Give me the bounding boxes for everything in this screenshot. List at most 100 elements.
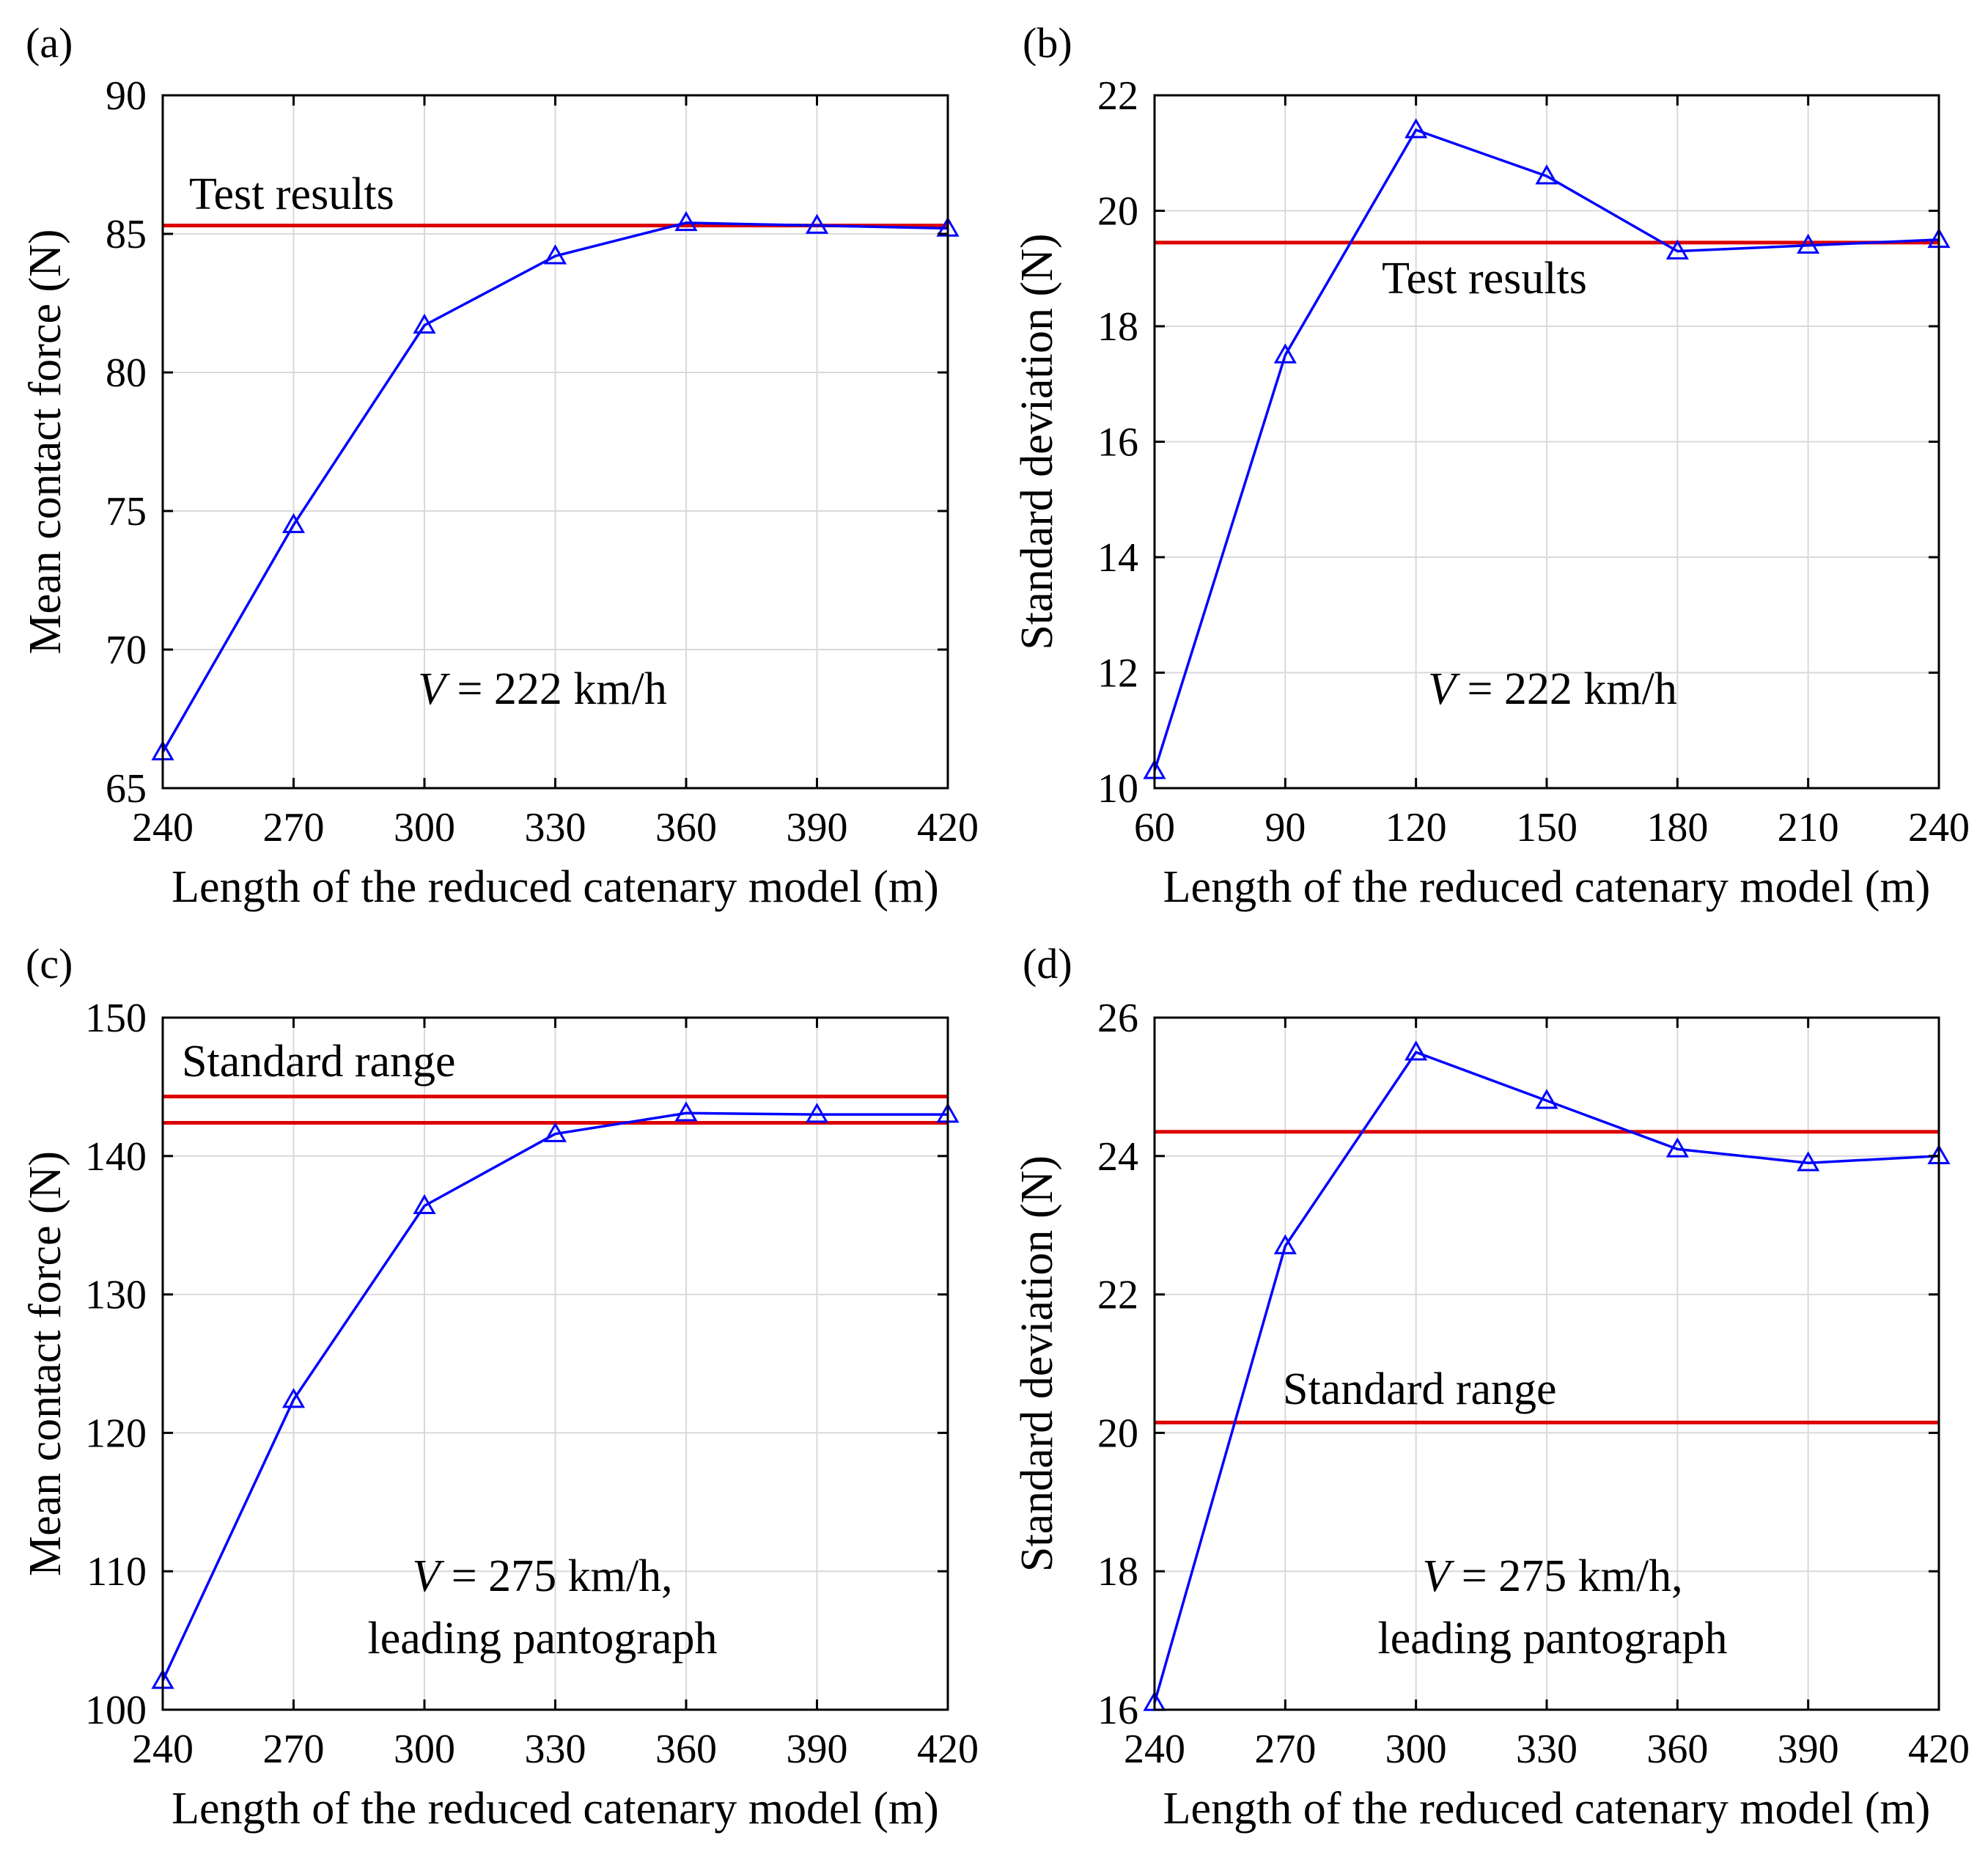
y-tick-label: 12 — [1097, 651, 1138, 696]
x-tick-label: 180 — [1646, 805, 1708, 850]
axes-frame — [161, 1016, 949, 1711]
x-tick-label: 90 — [1264, 805, 1306, 850]
x-tick-label: 120 — [1385, 805, 1447, 850]
data-point — [1665, 1137, 1689, 1158]
y-axis-label: Standard deviation (N) — [1012, 233, 1062, 650]
panel-label: (a) — [26, 19, 73, 67]
annotation: V = 222 km/h — [1428, 664, 1677, 714]
y-axis-label: Mean contact force (N) — [21, 1151, 70, 1576]
x-axis-label: Length of the reduced catenary model (m) — [1163, 862, 1931, 912]
y-tick-label: 120 — [85, 1411, 147, 1456]
panel-label: (d) — [1023, 940, 1072, 988]
chart-panel-c: 240 270 300 330 360 390 420 100 110 120 130 140 150 L… — [21, 940, 979, 1834]
x-tick-label: 330 — [525, 1727, 586, 1772]
x-tick-label: 300 — [1385, 1727, 1447, 1772]
data-point — [413, 313, 436, 334]
annotation: leading pantograph — [368, 1614, 718, 1664]
x-tick-label: 420 — [917, 1727, 979, 1772]
x-axis-label: Length of the reduced catenary model (m) — [172, 862, 939, 912]
y-tick-label: 16 — [1097, 420, 1138, 466]
x-tick-label: 360 — [655, 1727, 717, 1772]
data-point — [543, 244, 567, 265]
data-point — [805, 213, 829, 234]
x-tick-label: 360 — [1646, 1727, 1708, 1772]
y-tick-label: 110 — [86, 1549, 147, 1595]
annotation: V = 275 km/h, — [412, 1551, 672, 1601]
y-tick-label: 75 — [106, 489, 147, 534]
series-line — [1153, 128, 1940, 771]
x-tick-label: 360 — [655, 805, 717, 850]
y-tick-label: 18 — [1097, 1549, 1138, 1595]
data-point — [281, 1388, 306, 1408]
data-point — [1797, 1151, 1820, 1172]
x-tick-label: 150 — [1516, 805, 1577, 850]
x-tick-label: 420 — [1908, 1727, 1970, 1772]
y-tick-label: 150 — [85, 996, 147, 1041]
series-line — [1153, 1051, 1940, 1704]
data-point — [281, 512, 306, 534]
x-tick-label: 390 — [787, 1727, 848, 1772]
y-tick-label: 140 — [85, 1134, 147, 1180]
annotation: Test results — [1382, 254, 1587, 304]
axes-frame — [1153, 94, 1940, 790]
x-tick-label: 270 — [263, 1727, 325, 1772]
y-tick-label: 10 — [1097, 766, 1138, 812]
x-tick-label: 240 — [1908, 805, 1970, 850]
y-tick-label: 22 — [1097, 1273, 1138, 1318]
series-line — [161, 221, 949, 753]
data-point — [1535, 164, 1558, 185]
x-tick-label: 240 — [1124, 1727, 1185, 1772]
data-point — [1535, 1089, 1558, 1109]
annotation: Standard range — [1283, 1364, 1557, 1414]
x-tick-label: 270 — [263, 805, 325, 850]
data-point — [1665, 239, 1689, 260]
x-tick-label: 270 — [1254, 1727, 1316, 1772]
y-tick-label: 16 — [1097, 1688, 1138, 1733]
x-axis-label: Length of the reduced catenary model (m) — [1163, 1784, 1931, 1834]
y-axis-label: Standard deviation (N) — [1012, 1155, 1062, 1572]
annotation: V = 275 km/h, — [1422, 1551, 1682, 1601]
x-axis-label: Length of the reduced catenary model (m) — [172, 1784, 939, 1834]
y-axis-label: Mean contact force (N) — [21, 229, 70, 654]
x-tick-label: 330 — [525, 805, 586, 850]
y-tick-label: 130 — [85, 1273, 147, 1318]
x-tick-label: 330 — [1516, 1727, 1577, 1772]
y-tick-label: 90 — [106, 73, 147, 119]
y-tick-label: 85 — [106, 212, 147, 257]
panel-label: (c) — [26, 940, 73, 988]
y-tick-label: 70 — [106, 628, 147, 673]
series-line — [161, 1111, 948, 1682]
annotation: Standard range — [182, 1037, 456, 1087]
y-tick-label: 65 — [106, 766, 147, 812]
y-tick-label: 22 — [1097, 73, 1138, 119]
data-point — [543, 1122, 567, 1142]
y-tick-label: 14 — [1097, 535, 1138, 581]
data-point — [674, 1101, 698, 1122]
annotation: V = 222 km/h — [418, 664, 667, 714]
y-tick-label: 18 — [1097, 304, 1138, 350]
data-point — [805, 1103, 829, 1123]
y-tick-label: 20 — [1097, 189, 1138, 235]
axes-frame — [1153, 1016, 1940, 1711]
data-point — [413, 1194, 436, 1215]
data-point — [1273, 1234, 1297, 1254]
chart-panel-b: 60 90 120 150 180 210 240 10 12 14 16 18 20 22 Length … — [1012, 19, 1970, 912]
x-tick-label: 390 — [1778, 1727, 1839, 1772]
annotation: Test results — [189, 169, 394, 219]
annotation: leading pantograph — [1378, 1614, 1728, 1664]
x-tick-label: 390 — [787, 805, 848, 850]
y-tick-label: 100 — [85, 1688, 147, 1733]
y-tick-label: 20 — [1097, 1411, 1138, 1456]
x-tick-label: 300 — [394, 805, 455, 850]
x-tick-label: 240 — [132, 1727, 194, 1772]
x-tick-label: 210 — [1778, 805, 1839, 850]
x-tick-label: 240 — [132, 805, 194, 850]
x-tick-label: 300 — [394, 1727, 455, 1772]
y-tick-label: 80 — [106, 350, 147, 396]
axes-frame — [161, 94, 949, 790]
chart-panel-a: 240 270 300 330 360 390 420 65 70 75 80 85 90 Length … — [21, 19, 979, 912]
data-point — [1405, 1040, 1428, 1061]
x-tick-label: 420 — [917, 805, 979, 850]
data-point — [1797, 233, 1820, 254]
